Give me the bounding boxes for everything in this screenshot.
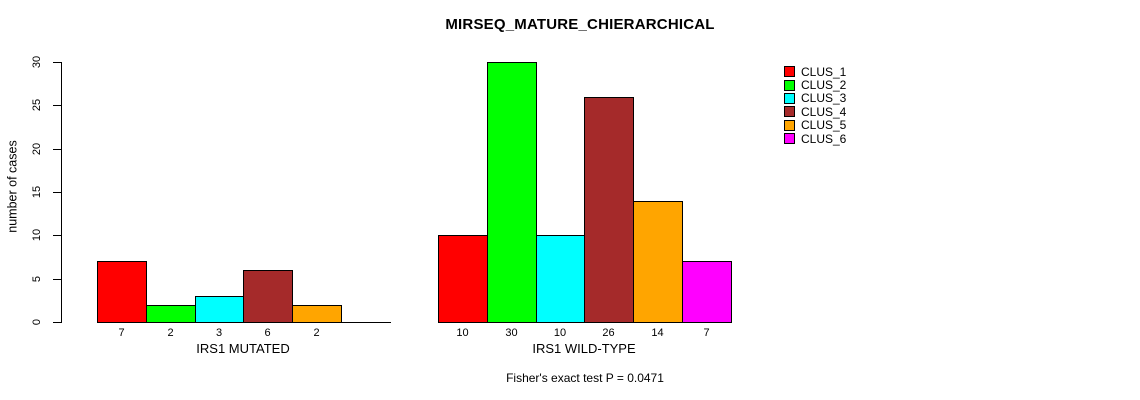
legend-swatch-CLUS_5	[784, 119, 795, 131]
bar-CLUS_2-group1	[146, 305, 196, 323]
legend-item: CLUS_6	[784, 132, 846, 145]
chart-title: MIRSEQ_MATURE_CHIERARCHICAL	[445, 16, 715, 33]
legend: CLUS_1 CLUS_2 CLUS_3 CLUS_4 CLUS_5 CLUS_6	[784, 65, 846, 145]
legend-swatch-CLUS_6	[784, 133, 795, 145]
bar-CLUS_1-group1	[97, 261, 147, 323]
bar-value-label: 7	[118, 327, 125, 339]
y-tick	[53, 62, 61, 63]
y-tick-label: 25	[31, 98, 43, 112]
bar-CLUS_1-group2	[438, 235, 488, 323]
bar-value-label: 7	[703, 327, 710, 339]
bar-value-label: 3	[215, 327, 223, 339]
legend-label: CLUS_6	[801, 131, 847, 146]
legend-label: CLUS_1	[801, 64, 847, 79]
footnote-text: Fisher's exact test P = 0.0471	[506, 371, 664, 385]
legend-label: CLUS_5	[801, 118, 847, 133]
legend-item: CLUS_3	[784, 92, 846, 105]
legend-item: CLUS_2	[784, 78, 846, 91]
legend-item: CLUS_1	[784, 65, 846, 78]
y-tick	[53, 149, 61, 150]
y-tick-label: 30	[31, 55, 43, 69]
x-axis-label-irs1-wild-type: IRS1 WILD-TYPE	[532, 341, 636, 356]
bar-CLUS_2-group2	[487, 62, 537, 323]
bar-CLUS_4-group2	[584, 97, 634, 323]
y-tick	[53, 192, 61, 193]
bar-value-label: 30	[505, 327, 518, 339]
bar-value-label: 26	[602, 327, 615, 339]
legend-swatch-CLUS_3	[784, 92, 795, 104]
y-axis-label: number of cases	[5, 140, 20, 233]
bar-value-label: 10	[553, 327, 567, 339]
y-tick	[53, 279, 61, 280]
bar-CLUS_6-group2	[682, 261, 732, 323]
bar-CLUS_5-group1	[292, 305, 342, 323]
legend-item: CLUS_5	[784, 119, 846, 132]
bar-CLUS_5-group2	[633, 201, 683, 323]
y-tick-label: 5	[31, 275, 43, 283]
y-tick	[53, 235, 61, 236]
y-tick	[53, 105, 61, 106]
bar-CLUS_4-group1	[243, 270, 293, 323]
legend-item: CLUS_4	[784, 105, 846, 118]
bar-value-label: 10	[456, 327, 469, 339]
y-tick-label: 0	[31, 318, 43, 326]
legend-label: CLUS_2	[801, 78, 847, 93]
bar-value-label: 6	[264, 327, 271, 339]
bar-value-label: 14	[651, 327, 664, 339]
y-axis-line	[61, 62, 62, 323]
bar-value-label: 2	[167, 327, 174, 339]
legend-swatch-CLUS_4	[784, 106, 795, 118]
bar-value-label: 2	[313, 327, 320, 339]
y-tick-label: 10	[31, 228, 43, 242]
legend-label: CLUS_3	[801, 91, 847, 106]
x-axis-label-irs1-mutated: IRS1 MUTATED	[196, 341, 290, 356]
legend-swatch-CLUS_1	[784, 66, 795, 78]
legend-swatch-CLUS_2	[784, 79, 795, 91]
bar-CLUS_3-group2	[536, 235, 585, 323]
legend-label: CLUS_4	[801, 104, 847, 119]
y-tick	[53, 322, 61, 323]
bar-CLUS_3-group1	[195, 296, 244, 323]
y-tick-label: 15	[31, 185, 43, 199]
y-tick-label: 20	[31, 142, 43, 156]
